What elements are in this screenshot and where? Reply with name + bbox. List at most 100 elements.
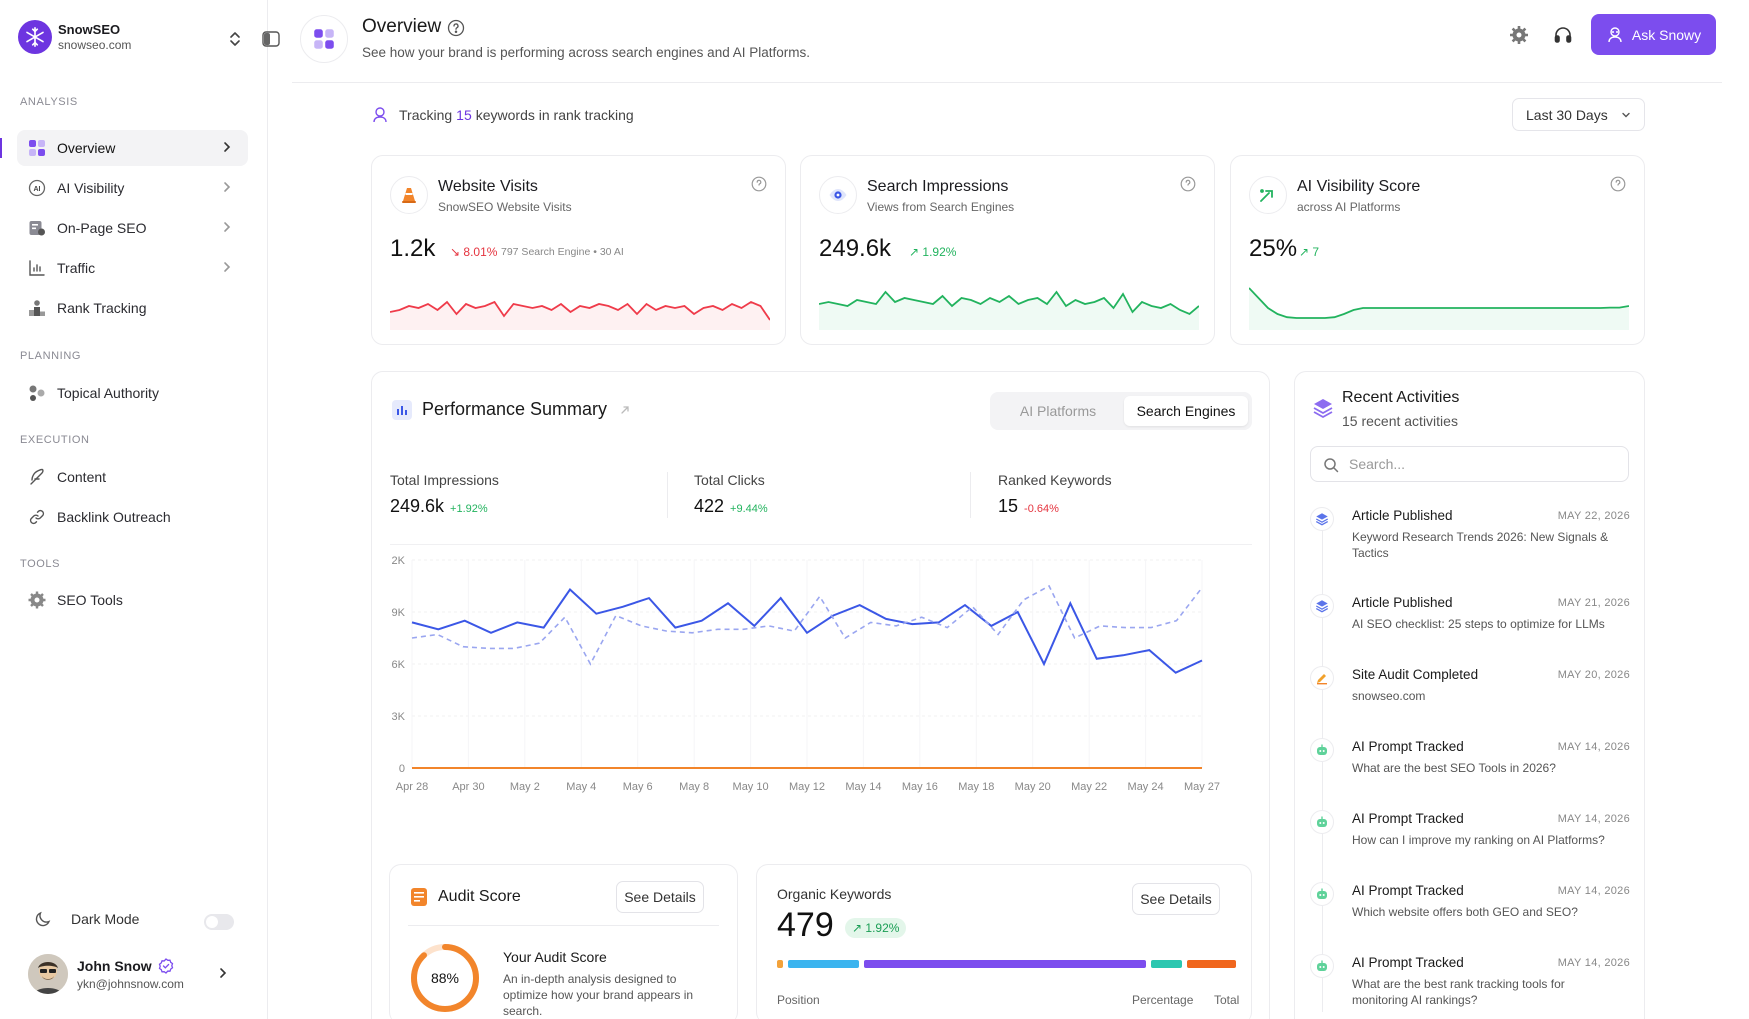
activity-date: MAY 22, 2026 — [1557, 510, 1630, 522]
external-link-icon[interactable] — [619, 404, 631, 416]
tab-ai-platforms[interactable]: AI Platforms — [1019, 403, 1097, 419]
x-tick-label: May 10 — [733, 781, 769, 793]
settings-gear-icon[interactable] — [1509, 25, 1529, 45]
column-header: Percentage — [1132, 993, 1194, 1007]
active-indicator — [0, 138, 2, 158]
robot-icon — [373, 107, 387, 123]
onpage-icon — [27, 218, 47, 238]
x-tick-label: May 2 — [510, 781, 540, 793]
verified-badge-icon — [158, 957, 173, 974]
sidebar-item-seo-tools[interactable]: SEO Tools — [17, 582, 248, 618]
stat-label: Total Impressions — [390, 472, 499, 488]
overview-icon — [27, 138, 47, 158]
audit-see-details-button[interactable]: See Details — [616, 881, 704, 913]
audit-score-card: Audit Score See Details 88% Your Audit S… — [389, 864, 738, 1019]
metric-change-value: 8.01% — [463, 245, 498, 259]
y-tick-label: 9K — [392, 607, 406, 619]
audit-title: Audit Score — [438, 888, 521, 905]
help-circle-icon[interactable] — [751, 176, 767, 192]
metric-change: ↗ 1.92% — [909, 245, 957, 259]
organic-change-badge: ↗ 1.92% — [845, 918, 907, 938]
feather-icon — [27, 467, 47, 487]
sidebar-item-traffic[interactable]: Traffic — [17, 250, 248, 286]
metric-subtitle: Views from Search Engines — [867, 200, 1015, 214]
search-placeholder: Search... — [1349, 456, 1406, 472]
activity-date: MAY 14, 2026 — [1557, 957, 1630, 969]
metric-change-value: 1.92% — [922, 245, 957, 259]
link-icon — [27, 507, 47, 527]
activity-name: AI Prompt Tracked — [1352, 955, 1464, 970]
tracking-count: 15 — [456, 107, 472, 123]
sidebar-item-on-page-seo[interactable]: On-Page SEO — [17, 210, 248, 246]
chevron-updown-icon[interactable] — [226, 28, 244, 50]
organic-see-details-button[interactable]: See Details — [1132, 883, 1220, 915]
sidebar-item-overview[interactable]: Overview — [17, 130, 248, 166]
layers-icon — [1310, 594, 1334, 618]
sidebar-item-label: Topical Authority — [57, 385, 159, 401]
brand[interactable]: SnowSEO snowseo.com — [18, 20, 131, 54]
rank-icon — [27, 298, 47, 318]
x-tick-label: May 8 — [679, 781, 709, 793]
help-circle-icon[interactable] — [447, 19, 465, 37]
robot-icon — [1310, 954, 1334, 978]
page-subtitle: See how your brand is performing across … — [362, 45, 810, 60]
metric-change: ↘ 8.01% — [450, 245, 498, 259]
sidebar-item-label: AI Visibility — [57, 180, 125, 196]
distribution-bar — [1187, 960, 1236, 968]
dark-mode-toggle[interactable] — [204, 914, 234, 930]
bar-chart-icon — [392, 400, 412, 420]
search-icon — [1324, 458, 1339, 473]
x-tick-label: Apr 28 — [396, 781, 428, 793]
x-tick-label: May 18 — [958, 781, 994, 793]
distribution-bar — [777, 960, 783, 968]
activity-description: How can I improve my ranking on AI Platf… — [1352, 833, 1605, 847]
help-circle-icon[interactable] — [1180, 176, 1196, 192]
stat-change: -0.64% — [1024, 503, 1059, 515]
tab-search-engines[interactable]: Search Engines — [1124, 396, 1248, 426]
stat-total-impressions: Total Impressions 249.6k +1.92% — [390, 472, 499, 517]
layers-icon — [1310, 507, 1334, 531]
date-range-select[interactable]: Last 30 Days — [1512, 98, 1645, 131]
headset-icon[interactable] — [1553, 25, 1573, 45]
metric-value: 249.6k — [819, 235, 892, 262]
overview-header-icon — [300, 15, 348, 63]
metric-card-search-impressions[interactable]: Search Impressions Views from Search Eng… — [800, 155, 1215, 345]
x-tick-label: May 24 — [1128, 781, 1164, 793]
stat-change: +1.92% — [450, 503, 488, 515]
stat-value: 249.6k — [390, 496, 445, 516]
chevron-right-icon — [224, 262, 231, 272]
robot-icon — [1310, 810, 1334, 834]
sidebar-item-topical-authority[interactable]: Topical Authority — [17, 375, 248, 411]
metric-card-ai-visibility[interactable]: AI Visibility Score across AI Platforms … — [1230, 155, 1645, 345]
organic-keywords-card: Organic Keywords 479 ↗ 1.92% See Details… — [756, 864, 1252, 1019]
sparkline-chart — [1249, 287, 1629, 330]
audit-description: An in-depth analysis designed to optimiz… — [503, 972, 694, 1018]
sidebar-item-content[interactable]: Content — [17, 459, 248, 495]
activity-name: AI Prompt Tracked — [1352, 811, 1464, 826]
sparkline-area — [390, 302, 770, 330]
ask-snowy-button[interactable]: Ask Snowy — [1591, 14, 1716, 55]
stat-ranked-keywords: Ranked Keywords 15 -0.64% — [998, 472, 1112, 517]
activities-title: Recent Activities — [1342, 389, 1460, 406]
chevron-right-icon[interactable] — [216, 966, 230, 980]
sidebar-item-ai-visibility[interactable]: AI AI Visibility — [17, 170, 248, 206]
activity-date: MAY 14, 2026 — [1557, 741, 1630, 753]
sidebar-collapse-icon[interactable] — [262, 30, 280, 48]
sidebar-item-label: Overview — [57, 140, 116, 156]
sidebar-item-backlink-outreach[interactable]: Backlink Outreach — [17, 499, 248, 535]
help-circle-icon[interactable] — [1610, 176, 1626, 192]
brand-name: SnowSEO — [58, 22, 121, 37]
sidebar-item-rank-tracking[interactable]: Rank Tracking — [17, 290, 248, 326]
audit-score-ring: 88% — [411, 944, 479, 1012]
x-tick-label: May 6 — [623, 781, 653, 793]
user-profile[interactable]: John Snow ykn@johnsnow.com — [28, 954, 238, 994]
activities-search-input[interactable]: Search... — [1310, 446, 1629, 482]
performance-line-chart: 2K 9K 6K 3K 0 Apr 28 Apr 30 May 2 May 4 May 6 May … — [392, 555, 1221, 793]
metric-value: 1.2k — [390, 235, 436, 262]
activity-description: snowseo.com — [1352, 689, 1426, 703]
audit-heading: Your Audit Score — [503, 949, 607, 965]
pencil-icon — [1310, 666, 1334, 690]
stat-divider — [667, 472, 668, 518]
eye-icon — [819, 176, 857, 214]
metric-card-website-visits[interactable]: Website Visits SnowSEO Website Visits 1.… — [371, 155, 786, 345]
